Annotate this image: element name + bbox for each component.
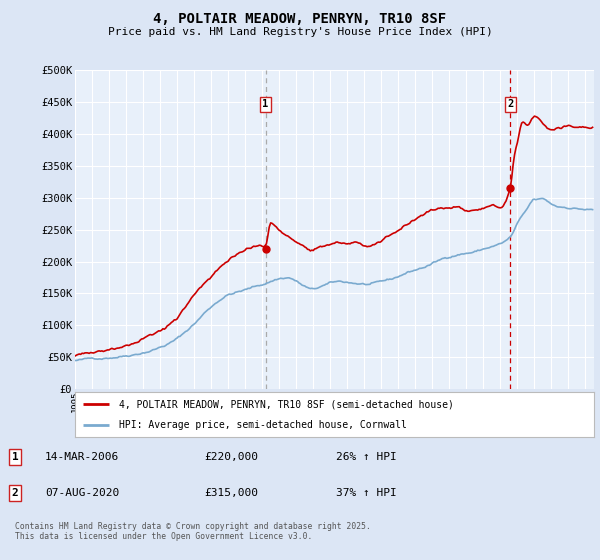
Text: £220,000: £220,000 [204, 452, 258, 462]
Text: 2: 2 [507, 100, 514, 109]
Text: £315,000: £315,000 [204, 488, 258, 498]
Text: 07-AUG-2020: 07-AUG-2020 [45, 488, 119, 498]
Text: 37% ↑ HPI: 37% ↑ HPI [336, 488, 397, 498]
Text: 14-MAR-2006: 14-MAR-2006 [45, 452, 119, 462]
Text: 1: 1 [11, 452, 19, 462]
Text: Price paid vs. HM Land Registry's House Price Index (HPI): Price paid vs. HM Land Registry's House … [107, 27, 493, 37]
Text: Contains HM Land Registry data © Crown copyright and database right 2025.
This d: Contains HM Land Registry data © Crown c… [15, 522, 371, 542]
Text: 2: 2 [11, 488, 19, 498]
Text: 1: 1 [262, 100, 269, 109]
Text: HPI: Average price, semi-detached house, Cornwall: HPI: Average price, semi-detached house,… [119, 419, 407, 430]
Text: 4, POLTAIR MEADOW, PENRYN, TR10 8SF: 4, POLTAIR MEADOW, PENRYN, TR10 8SF [154, 12, 446, 26]
Text: 26% ↑ HPI: 26% ↑ HPI [336, 452, 397, 462]
Text: 4, POLTAIR MEADOW, PENRYN, TR10 8SF (semi-detached house): 4, POLTAIR MEADOW, PENRYN, TR10 8SF (sem… [119, 399, 454, 409]
